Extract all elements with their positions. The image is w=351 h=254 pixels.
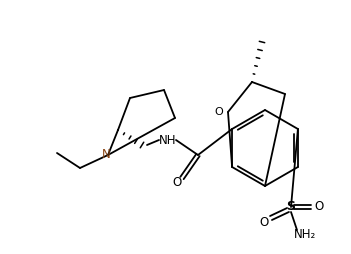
Text: O: O — [172, 177, 181, 189]
Text: O: O — [259, 216, 269, 230]
Text: S: S — [286, 200, 296, 214]
Text: O: O — [314, 200, 324, 214]
Text: N: N — [102, 149, 110, 162]
Text: NH: NH — [159, 134, 177, 147]
Text: O: O — [214, 107, 223, 117]
Text: NH₂: NH₂ — [294, 228, 316, 241]
